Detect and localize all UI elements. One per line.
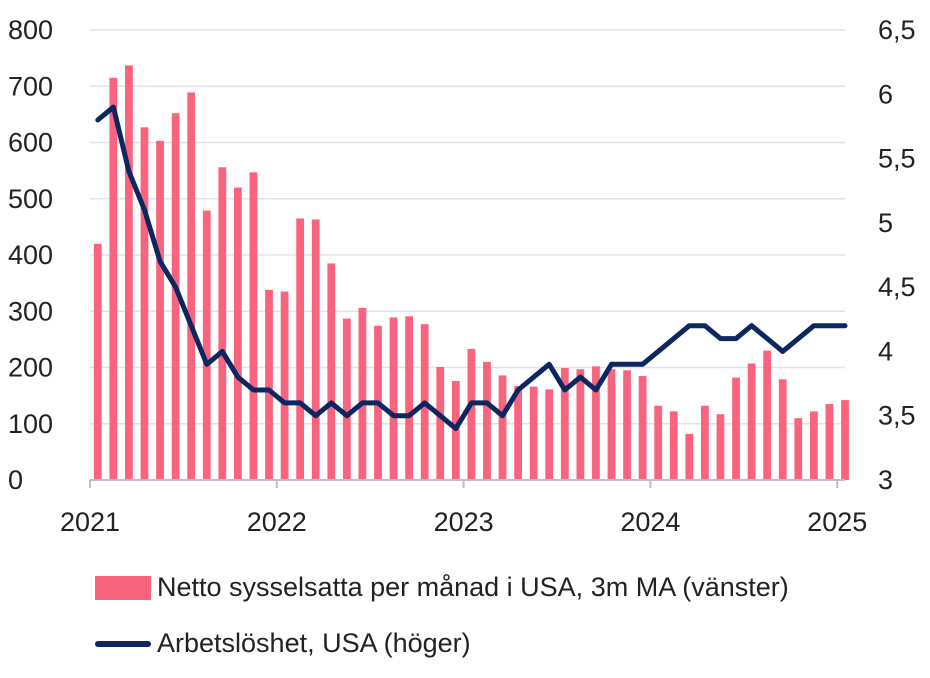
y-right-tick-label: 5 [878, 208, 893, 238]
y-axis-right: 3 3,5 4 4,5 5 5,5 6 6,5 [878, 15, 916, 495]
y-right-tick-label: 4,5 [878, 272, 916, 302]
bar [280, 291, 289, 480]
bar [809, 411, 818, 480]
bar [560, 368, 569, 480]
y-left-tick-label: 800 [8, 15, 53, 45]
bar [327, 263, 336, 480]
x-tick-label: 2025 [807, 507, 867, 537]
bar [296, 218, 305, 480]
legend-item-line: Arbetslöshet, USA (höger) [95, 628, 471, 659]
bar [109, 77, 118, 480]
bar [265, 289, 273, 480]
bar [825, 404, 834, 480]
bar [156, 140, 164, 480]
x-tick-label: 2022 [247, 507, 307, 537]
bar [358, 307, 367, 480]
bar [405, 316, 414, 480]
legend-swatch-bars [95, 575, 151, 600]
bar [701, 405, 709, 480]
line-series [95, 104, 848, 432]
bar [436, 366, 445, 480]
y-left-tick-label: 500 [8, 184, 53, 214]
y-left-tick-label: 400 [8, 240, 53, 270]
legend-swatch-line [95, 640, 151, 647]
y-right-tick-label: 4 [878, 336, 893, 366]
y-left-tick-label: 600 [8, 128, 53, 158]
x-tick-label: 2024 [620, 507, 680, 537]
bar [763, 350, 772, 480]
bar [218, 167, 227, 480]
y-right-tick-label: 3,5 [878, 401, 916, 431]
bar-series [93, 65, 849, 480]
bar [233, 187, 242, 480]
legend-label-line: Arbetslöshet, USA (höger) [157, 628, 471, 658]
y-right-tick-label: 5,5 [878, 144, 916, 174]
bar [732, 377, 740, 480]
bar [669, 411, 678, 480]
bar [483, 361, 491, 480]
bar [623, 370, 631, 480]
bar [311, 219, 320, 480]
bar [841, 400, 849, 480]
bar [202, 210, 211, 480]
bar [171, 113, 180, 480]
bar [794, 418, 803, 480]
bar [638, 375, 647, 480]
y-right-tick-label: 6 [878, 79, 893, 109]
bar [187, 92, 196, 480]
y-axis-left: 0 100 200 300 400 500 600 700 800 [8, 15, 53, 495]
bar [93, 243, 102, 480]
x-axis: 2021 2022 2023 2024 2025 [60, 479, 867, 537]
x-tick-label: 2023 [434, 507, 494, 537]
legend-label-bars: Netto sysselsatta per månad i USA, 3m MA… [157, 572, 789, 602]
bar [342, 318, 351, 480]
grid-lines [90, 29, 845, 425]
y-left-tick-label: 200 [8, 353, 53, 383]
y-right-tick-label: 6,5 [878, 15, 916, 45]
bar [747, 363, 756, 480]
bar [125, 65, 133, 480]
bar [514, 386, 522, 480]
y-left-tick-label: 700 [8, 71, 53, 101]
line-series-path [95, 104, 848, 432]
bar [389, 317, 398, 480]
y-left-tick-label: 0 [8, 465, 23, 495]
bar [592, 366, 600, 480]
bar [607, 369, 616, 480]
y-right-tick-label: 3 [878, 465, 893, 495]
bar [140, 127, 149, 480]
bar [716, 414, 725, 480]
y-left-tick-label: 100 [8, 409, 53, 439]
x-tick-label: 2021 [60, 507, 120, 537]
bar [249, 172, 258, 480]
bar [545, 389, 554, 480]
bar [685, 433, 694, 480]
bar [467, 348, 476, 480]
bar [654, 405, 663, 480]
bar [576, 369, 585, 480]
y-left-tick-label: 300 [8, 296, 53, 326]
bar [498, 375, 507, 480]
legend-item-bars: Netto sysselsatta per månad i USA, 3m MA… [95, 572, 789, 603]
bar [778, 379, 787, 480]
bar [529, 386, 538, 480]
